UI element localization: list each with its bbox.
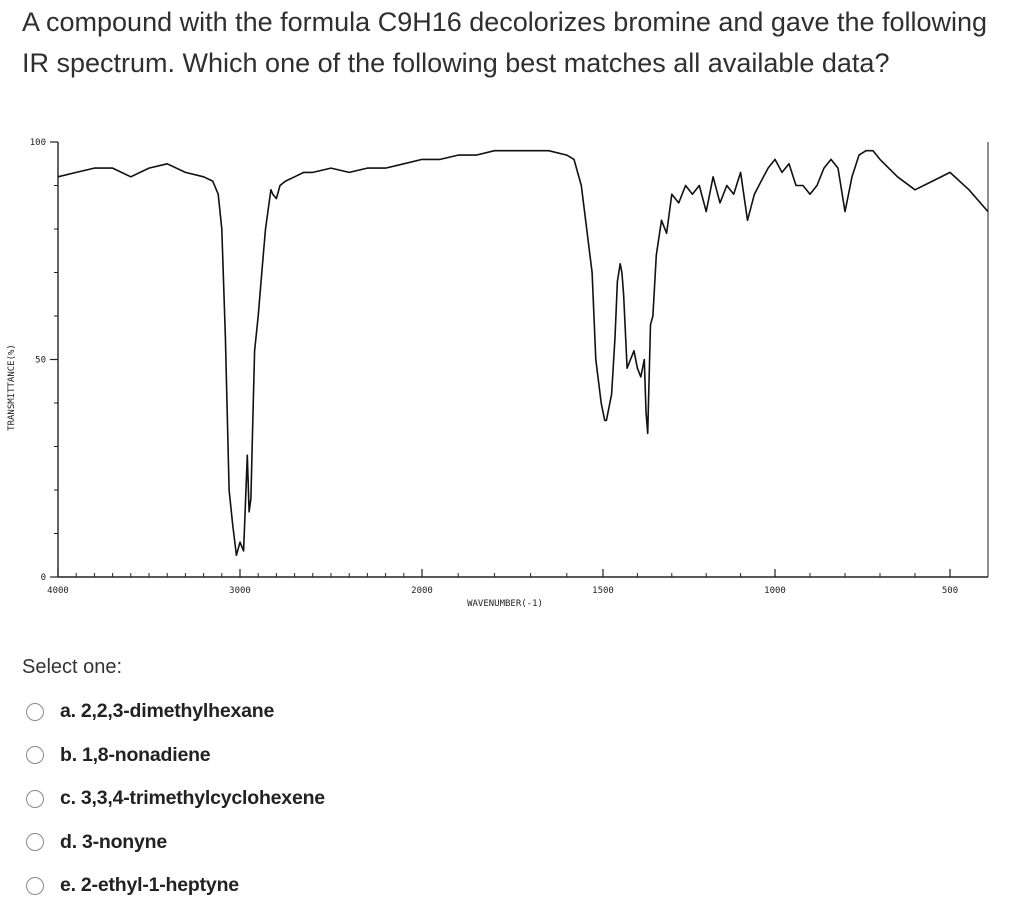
option-a[interactable]: a. 2,2,3-dimethylhexane: [26, 690, 325, 734]
option-a-radio[interactable]: [26, 702, 44, 721]
option-a-label: 2,2,3-dimethylhexane: [80, 700, 275, 723]
y-tick-label: 0: [41, 573, 46, 583]
x-tick-label: 1000: [764, 586, 786, 596]
select-one-label: Select one:: [22, 656, 123, 678]
spectrum-line: [57, 149, 989, 557]
option-d-label: 3-nonyne: [81, 830, 168, 853]
answer-options: a. 2,2,3-dimethylhexane b. 1,8-nonadiene c…: [26, 690, 325, 908]
option-d-letter: d.: [60, 830, 77, 853]
y-axis-label: TRANSMITTANCE(%): [7, 344, 17, 431]
x-tick-label: 1500: [592, 586, 614, 596]
x-tick-label: 4000: [47, 586, 69, 596]
option-c-letter: c.: [60, 787, 76, 810]
x-tick-label: 2000: [411, 586, 433, 596]
option-b[interactable]: b. 1,8-nonadiene: [26, 734, 325, 778]
option-d-radio[interactable]: [26, 833, 44, 852]
option-c[interactable]: c. 3,3,4-trimethylcyclohexene: [26, 777, 325, 821]
x-tick-label: 500: [942, 586, 958, 596]
y-tick-label: 100: [30, 138, 46, 148]
question-text: A compound with the formula C9H16 decolo…: [22, 7, 988, 78]
option-e-letter: e.: [60, 874, 76, 897]
option-d[interactable]: d. 3-nonyne: [26, 821, 325, 865]
option-a-letter: a.: [60, 700, 76, 723]
y-tick-label: 50: [35, 356, 46, 366]
option-b-radio[interactable]: [26, 746, 44, 765]
option-e-radio[interactable]: [26, 876, 44, 895]
option-b-letter: b.: [60, 743, 77, 766]
x-tick-label: 3000: [229, 586, 251, 596]
option-c-label: 3,3,4-trimethylcyclohexene: [80, 787, 325, 810]
option-e-label: 2-ethyl-1-heptyne: [80, 874, 239, 897]
option-b-label: 1,8-nonadiene: [81, 743, 211, 766]
option-c-radio[interactable]: [26, 789, 44, 808]
option-e[interactable]: e. 2-ethyl-1-heptyne: [26, 864, 325, 908]
x-axis-label: WAVENUMBER(-1): [467, 599, 543, 609]
